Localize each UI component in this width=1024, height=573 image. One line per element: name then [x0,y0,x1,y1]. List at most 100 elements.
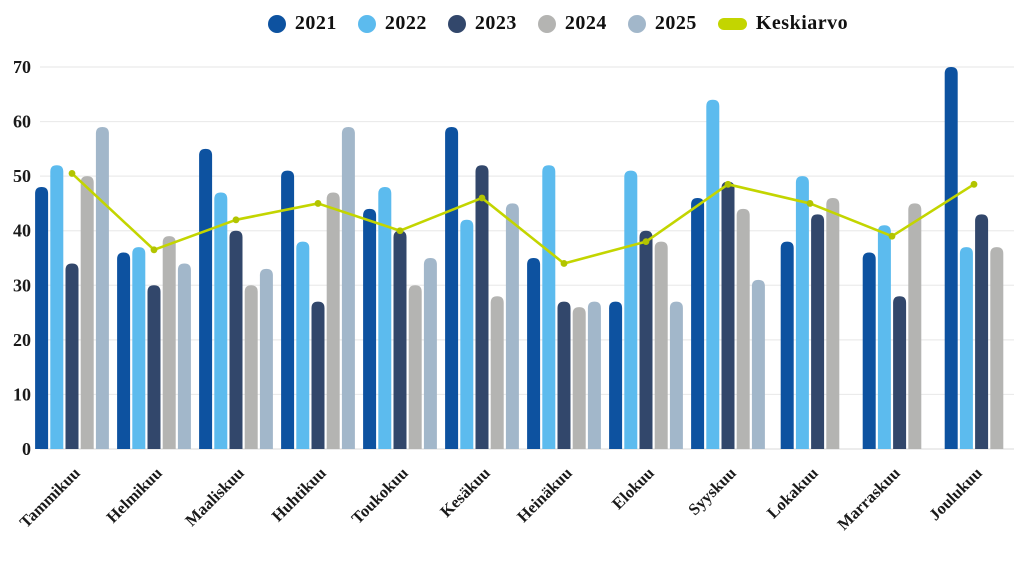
bar-2021-Tammikuu [35,187,49,450]
x-axis-label-Toukokuu: Toukokuu [348,463,412,527]
legend-dot-2024 [537,14,556,33]
bar-2024-Lokakuu [826,197,840,449]
legend-item-keskiarvo[interactable]: Keskiarvo [717,12,849,35]
legend-label-keskiarvo: Keskiarvo [755,12,849,34]
y-axis-tick-label: 40 [13,221,31,241]
bar-2022-Joulukuu [959,247,973,449]
bar-2021-Kesäkuu [445,127,459,450]
keskiarvo-point-Syyskuu [724,180,732,188]
legend-label-2025: 2025 [654,12,697,34]
legend-pill-keskiarvo [717,17,747,30]
keskiarvo-point-Marraskuu [888,232,896,240]
y-axis-tick-label: 30 [13,275,31,295]
bar-2023-Syyskuu [721,181,735,449]
y-axis-tick-label: 20 [13,330,31,350]
bar-2021-Huhtikuu [281,170,295,449]
bar-2025-Syyskuu [751,279,765,449]
bar-2022-Maaliskuu [214,192,228,449]
bar-2024-Marraskuu [908,203,922,449]
keskiarvo-point-Lokakuu [806,200,814,207]
keskiarvo-point-Elokuu [642,238,650,246]
bar-2022-Kesäkuu [460,219,474,449]
bar-2025-Tammikuu [95,127,109,450]
legend-dot-2022 [357,14,376,33]
keskiarvo-point-Kesäkuu [478,194,486,202]
bar-2022-Lokakuu [795,176,809,449]
legend-item-2022[interactable]: 2022 [357,12,427,35]
legend-dot-2025 [627,14,646,33]
bar-2022-Helmikuu [132,247,146,449]
bar-2021-Marraskuu [862,252,876,449]
legend-item-2024[interactable]: 2024 [537,12,607,35]
bar-2025-Toukokuu [423,258,437,449]
x-axis-label-Marraskuu: Marraskuu [833,463,903,533]
bar-2022-Huhtikuu [296,241,310,449]
y-axis-tick-label: 10 [13,384,31,404]
bar-2021-Elokuu [609,301,623,449]
legend-label-2023: 2023 [474,12,517,34]
legend-item-2021[interactable]: 2021 [267,12,337,35]
bar-2023-Kesäkuu [475,165,489,449]
legend-item-2023[interactable]: 2023 [447,12,517,35]
y-axis-tick-label: 70 [13,57,31,77]
bar-2021-Maaliskuu [199,148,213,449]
legend-item-2025[interactable]: 2025 [627,12,697,35]
keskiarvo-line [71,172,975,265]
bar-2024-Heinäkuu [572,307,586,449]
keskiarvo-point-Joulukuu [970,180,978,188]
bar-2024-Joulukuu [990,247,1004,449]
bar-2021-Toukokuu [363,208,377,449]
y-axis-tick-label: 50 [13,166,31,186]
keskiarvo-point-Heinäkuu [560,260,568,267]
bar-2024-Elokuu [654,241,668,449]
bar-2024-Helmikuu [162,236,176,449]
keskiarvo-point-Toukokuu [396,227,404,235]
x-axis-label-Syyskuu: Syyskuu [684,463,740,519]
bar-2021-Syyskuu [691,197,705,449]
bar-2023-Toukokuu [393,230,407,449]
x-axis-label-Huhtikuu: Huhtikuu [268,463,330,525]
legend-label-2024: 2024 [564,12,607,34]
bar-2023-Maaliskuu [229,230,243,449]
x-axis-label-Maaliskuu: Maaliskuu [181,463,248,530]
bar-2024-Maaliskuu [244,285,258,449]
bar-2025-Maaliskuu [259,268,273,449]
bar-2025-Kesäkuu [505,203,519,449]
legend-label-2022: 2022 [384,12,427,34]
bar-2025-Huhtikuu [341,127,355,450]
bar-2024-Kesäkuu [490,296,504,449]
bar-2025-Helmikuu [177,263,191,449]
bar-2022-Tammikuu [50,165,64,449]
bar-2023-Marraskuu [893,296,907,449]
y-axis-tick-label: 0 [22,439,31,459]
x-axis-label-Lokakuu: Lokakuu [763,463,822,522]
bar-2021-Helmikuu [117,252,131,449]
bar-2025-Elokuu [669,301,683,449]
y-axis-tick-label: 60 [13,112,31,132]
legend-dot-2023 [447,14,466,33]
legend-label-2021: 2021 [294,12,337,34]
bar-2023-Huhtikuu [311,301,325,449]
bar-2024-Tammikuu [80,176,94,449]
bar-2021-Joulukuu [944,67,958,449]
x-axis-label-Kesäkuu: Kesäkuu [436,463,494,521]
bar-2025-Heinäkuu [587,301,601,449]
x-axis-label-Helmikuu: Helmikuu [102,463,165,526]
bar-2022-Heinäkuu [542,165,556,449]
legend-dot-2021 [267,14,286,33]
x-axis-label-Joulukuu: Joulukuu [925,463,986,524]
bar-2024-Syyskuu [736,208,750,449]
chart-legend: 2021 2022 2023 2024 2025 Keskiarvo [46,12,1024,35]
bar-2023-Heinäkuu [557,301,571,449]
keskiarvo-point-Huhtikuu [314,200,322,207]
bar-2022-Syyskuu [706,99,720,449]
x-axis-label-Heinäkuu: Heinäkuu [513,463,576,526]
bar-2023-Joulukuu [975,214,989,449]
bar-2021-Heinäkuu [527,258,541,449]
bar-2021-Lokakuu [780,241,794,449]
bar-2022-Toukokuu [378,187,392,450]
x-axis-label-Tammikuu: Tammikuu [16,463,84,531]
keskiarvo-point-Maaliskuu [232,216,240,224]
